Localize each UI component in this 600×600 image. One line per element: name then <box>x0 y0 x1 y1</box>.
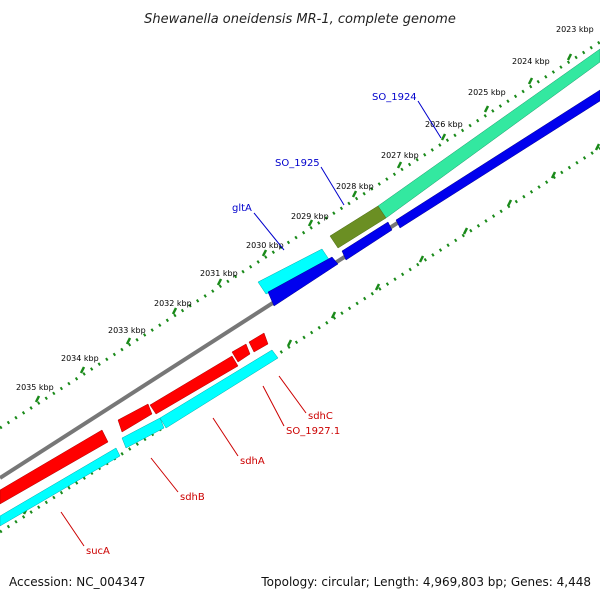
gene-label-so1925[interactable]: SO_1925 <box>275 158 320 169</box>
map-title: Shewanella oneidensis MR-1, complete gen… <box>144 12 456 27</box>
gene-label-sdhA[interactable]: sdhA <box>240 456 265 467</box>
tick-label: 2035 kbp <box>16 383 54 392</box>
accession-text: Accession: NC_004347 <box>9 575 145 589</box>
topology-text: Topology: circular; Length: 4,969,803 bp… <box>260 575 591 589</box>
bottom-leader-lines <box>60 375 307 547</box>
tick-label: 2033 kbp <box>108 326 146 335</box>
reverse-blue-features <box>267 89 600 307</box>
top-gene-labels: SO_1924 SO_1925 gltA <box>232 92 417 214</box>
feature-sucA[interactable] <box>0 429 109 505</box>
feature-gltA-reverse[interactable] <box>267 256 339 307</box>
tick-label: 2030 kbp <box>246 241 284 250</box>
feature-so1925-reverse[interactable] <box>341 221 393 261</box>
tick-label: 2028 kbp <box>336 182 374 191</box>
feature-so1925-block[interactable] <box>329 205 387 249</box>
top-leader-lines <box>253 100 442 251</box>
tick-label: 2026 kbp <box>425 120 463 129</box>
feature-so1924-reverse[interactable] <box>395 89 600 229</box>
tick-label: 2031 kbp <box>200 269 238 278</box>
tick-label: 2032 kbp <box>154 299 192 308</box>
outer-tick-ring <box>0 40 600 430</box>
tick-label: 2024 kbp <box>512 57 550 66</box>
feature-SO_1927.1[interactable] <box>231 343 251 363</box>
gene-label-SO_1927.1[interactable]: SO_1927.1 <box>286 426 340 437</box>
forward-cyan-features <box>0 349 279 527</box>
tick-labels: 2023 kbp 2024 kbp 2025 kbp 2026 kbp 2027… <box>16 25 594 392</box>
feature-sdhB-cyan[interactable] <box>121 417 165 449</box>
gene-label-sdhB[interactable]: sdhB <box>180 492 205 503</box>
gene-label-so1924[interactable]: SO_1924 <box>372 92 417 103</box>
feature-sdhA[interactable] <box>149 355 239 415</box>
feature-so1924-block[interactable] <box>377 48 600 219</box>
tick-label: 2025 kbp <box>468 88 506 97</box>
forward-strand-features <box>257 48 600 295</box>
tick-label: 2029 kbp <box>291 212 329 221</box>
feature-sdhA-cyan[interactable] <box>159 349 279 429</box>
gene-label-sdhC[interactable]: sdhC <box>308 411 333 422</box>
tick-label: 2027 kbp <box>381 151 419 160</box>
feature-sdhB[interactable] <box>117 403 153 433</box>
reverse-red-features <box>0 332 269 505</box>
gene-label-sucA[interactable]: sucA <box>86 546 110 557</box>
tick-label: 2034 kbp <box>61 354 99 363</box>
feature-sdhC[interactable] <box>248 332 269 353</box>
feature-sucA-cyan[interactable] <box>0 447 121 527</box>
outer-major-ticks <box>34 53 573 403</box>
gene-label-gltA[interactable]: gltA <box>232 203 252 214</box>
bottom-gene-labels: sdhC SO_1927.1 sdhA sdhB sucA <box>86 411 340 557</box>
tick-label: 2023 kbp <box>556 25 594 34</box>
inner-tick-ring <box>0 146 600 534</box>
